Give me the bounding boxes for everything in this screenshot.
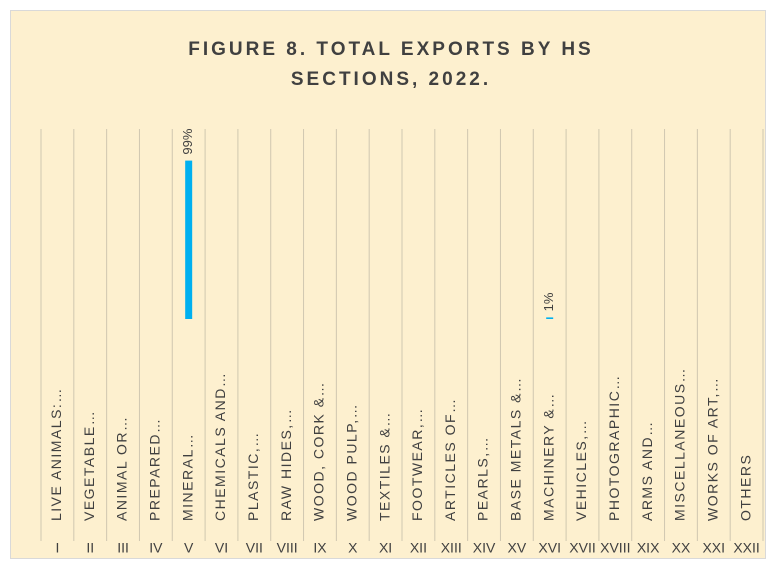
x-tick-label: MINERAL…	[179, 433, 195, 521]
section-label: IX	[313, 540, 327, 556]
chart-area: FIGURE 8. TOTAL EXPORTS BY HS SECTIONS, …	[10, 10, 766, 559]
section-label: XI	[379, 540, 392, 556]
section-label: XVII	[569, 540, 595, 556]
x-tick-label: WOOD PULP,…	[343, 403, 359, 521]
section-label: XVI	[538, 540, 561, 556]
x-tick-label: ANIMAL OR…	[114, 416, 130, 522]
x-tick-label: MACHINERY &…	[540, 392, 556, 521]
section-label: VI	[215, 540, 228, 556]
section-label: XXI	[702, 540, 725, 556]
section-label: III	[117, 540, 129, 556]
section-label: XII	[410, 540, 427, 556]
x-tick-label: VEHICLES,…	[573, 419, 589, 521]
chart: LIVE ANIMALS:… I VEGETABLE… II ANIMAL OR… III…	[40, 128, 764, 556]
x-tick-label: ARTICLES OF…	[442, 397, 458, 521]
section-label: VII	[246, 540, 263, 556]
x-tick-label: OTHERS	[737, 454, 753, 521]
section-label: II	[86, 540, 94, 556]
x-tick-label: LIVE ANIMALS:…	[48, 387, 64, 521]
bar	[546, 317, 554, 319]
section-label: X	[348, 540, 358, 556]
x-tick-label: ARMS AND…	[639, 420, 655, 521]
section-label: XX	[672, 540, 691, 556]
section-label: XXII	[733, 540, 759, 556]
x-tick-label: TEXTILES &…	[376, 411, 392, 521]
x-tick-label: WOOD, CORK &…	[311, 381, 327, 521]
section-label: XV	[508, 540, 527, 556]
x-tick-label: MISCELLANEOUS…	[672, 367, 688, 521]
x-tick-label: BASE METALS &…	[508, 377, 524, 521]
x-tick-label: CHEMICALS AND…	[212, 372, 228, 521]
x-tick-label: PLASTIC,…	[245, 431, 261, 521]
section-label: VIII	[277, 540, 298, 556]
section-label: V	[184, 540, 194, 556]
x-tick-label: RAW HIDES,…	[278, 408, 294, 521]
x-tick-label: PEARLS,…	[475, 436, 491, 521]
x-tick-label: WORKS OF ART,…	[704, 377, 720, 521]
section-label: XIX	[637, 540, 660, 556]
section-label: I	[55, 540, 59, 556]
bar	[185, 160, 193, 319]
x-tick-label: FOOTWEAR,…	[409, 407, 425, 521]
chart-title: FIGURE 8. TOTAL EXPORTS BY HS SECTIONS, …	[188, 39, 594, 90]
data-label: 99%	[180, 128, 195, 154]
data-label: 1%	[541, 292, 556, 311]
section-label: XIII	[441, 540, 462, 556]
x-tick-label: PHOTOGRAPHIC…	[606, 374, 622, 521]
section-label: XVIII	[600, 540, 630, 556]
x-tick-label: PREPARED…	[147, 418, 163, 521]
x-tick-label: VEGETABLE…	[81, 410, 97, 521]
section-label: XIV	[473, 540, 496, 556]
section-label: IV	[149, 540, 163, 556]
